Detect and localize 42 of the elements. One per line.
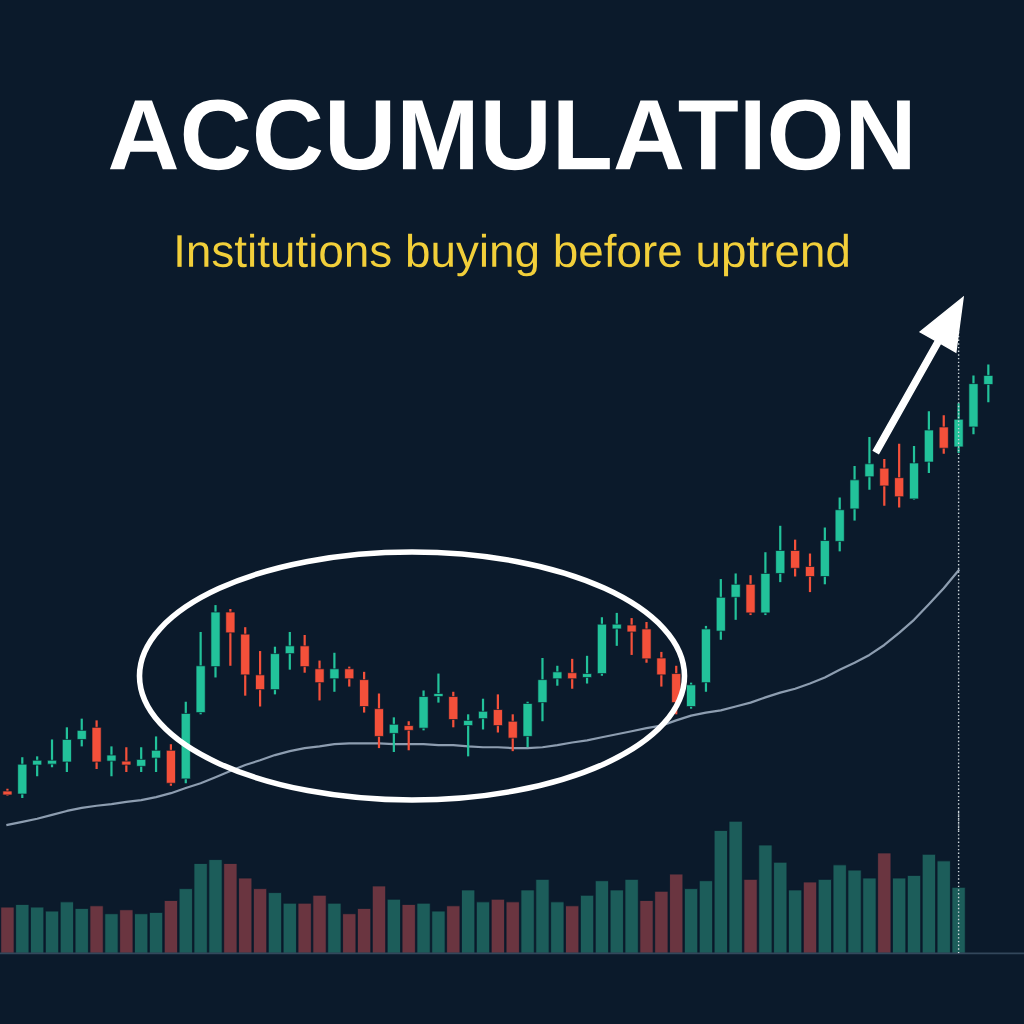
candlestick bbox=[611, 611, 622, 647]
candlestick bbox=[492, 693, 503, 734]
candlestick bbox=[136, 746, 147, 774]
candlestick bbox=[805, 552, 815, 594]
candlestick bbox=[463, 713, 474, 758]
candlestick bbox=[582, 654, 593, 685]
candlestick bbox=[106, 745, 117, 778]
candlestick bbox=[403, 720, 414, 752]
candlestick bbox=[255, 649, 266, 708]
chart-subtitle: Institutions buying before uptrend bbox=[177, 233, 848, 277]
candlestick bbox=[730, 572, 741, 621]
candlestick bbox=[879, 457, 890, 507]
candlestick bbox=[344, 665, 355, 688]
candlestick bbox=[894, 442, 905, 509]
chart-title: ACCUMULATION bbox=[109, 99, 910, 171]
candlestick bbox=[790, 538, 801, 578]
candlestick bbox=[388, 716, 399, 754]
candlestick bbox=[151, 735, 162, 774]
candlestick bbox=[121, 746, 132, 774]
candlestick bbox=[983, 363, 994, 404]
candlestick bbox=[656, 650, 667, 688]
candlestick bbox=[864, 435, 875, 491]
candlestick bbox=[775, 524, 786, 584]
candlestick bbox=[626, 616, 637, 657]
candlestick bbox=[61, 726, 72, 774]
candlestick bbox=[433, 672, 444, 704]
candlestick bbox=[76, 717, 87, 748]
candlestick bbox=[314, 659, 325, 702]
candlestick bbox=[507, 713, 518, 753]
candlestick bbox=[284, 630, 295, 671]
candlestick bbox=[448, 690, 459, 729]
candlestick bbox=[537, 656, 548, 723]
candlestick bbox=[552, 664, 563, 687]
candlestick bbox=[32, 755, 43, 778]
candlestick bbox=[567, 657, 578, 690]
candlestick bbox=[47, 738, 57, 769]
candlestick bbox=[478, 697, 488, 731]
candlestick bbox=[329, 651, 340, 693]
candlestick bbox=[299, 633, 310, 674]
candlestick bbox=[938, 414, 949, 455]
candlestick bbox=[225, 607, 236, 667]
candlestick bbox=[686, 681, 697, 710]
